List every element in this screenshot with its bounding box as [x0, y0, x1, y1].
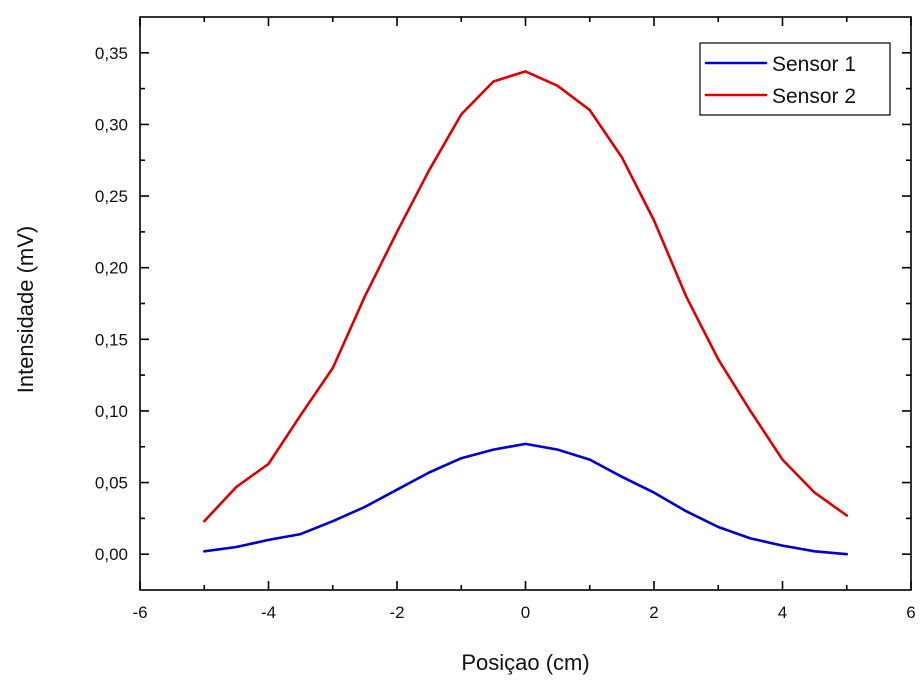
x-axis-label: Posiçao (cm)	[461, 650, 589, 675]
y-tick-label: 0,20	[95, 259, 128, 278]
legend-label-sensor-1: Sensor 1	[772, 53, 856, 76]
y-tick-label: 0,25	[95, 187, 128, 206]
y-tick-label: 0,35	[95, 44, 128, 63]
x-tick-label: 4	[778, 603, 787, 622]
axis-tick-labels: -6 -4 -2 0 2 4 6 0,00 0,05 0,10 0,15 0,20 0,25 0,30 0,…	[95, 44, 916, 622]
x-tick-label: 0	[521, 603, 530, 622]
x-tick-label: -4	[261, 603, 276, 622]
y-tick-label: 0,05	[95, 474, 128, 493]
x-tick-label: 6	[906, 603, 915, 622]
series-line-sensor-2	[203, 70, 849, 523]
legend-box	[699, 42, 891, 116]
legend-label-sensor-2: Sensor 2	[772, 85, 856, 108]
x-tick-label: -2	[389, 603, 404, 622]
x-tick-label: 2	[649, 603, 658, 622]
x-tick-label: -6	[132, 603, 147, 622]
y-tick-label: 0,15	[95, 330, 128, 349]
y-axis-label: Intensidade (mV)	[13, 226, 38, 394]
y-tick-label: 0,30	[95, 115, 128, 134]
series-layer	[203, 70, 849, 556]
plot-frame	[139, 16, 912, 591]
series-line-sensor-1	[203, 442, 849, 556]
y-tick-label: 0,10	[95, 402, 128, 421]
y-tick-label: 0,00	[95, 545, 128, 564]
legend: Sensor 1 Sensor 2	[699, 42, 891, 116]
